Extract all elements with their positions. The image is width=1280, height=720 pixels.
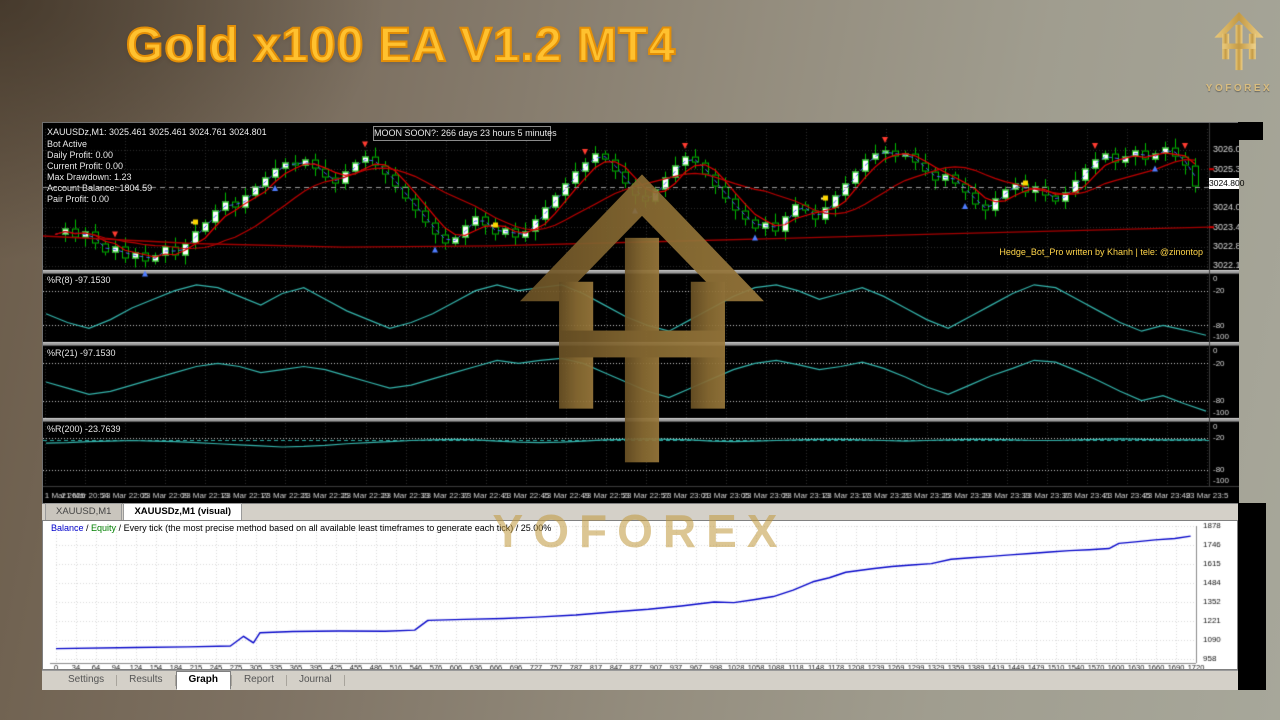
tab-graph[interactable]: Graph bbox=[175, 671, 231, 690]
graph-header: Balance / Equity / Every tick (the most … bbox=[51, 523, 551, 533]
wpr200-label: %R(200) -23.7639 bbox=[47, 424, 121, 434]
header-sep: / bbox=[116, 523, 124, 533]
chart-tab-strip: XAUUSD,M1 XAUUSDz,M1 (visual) bbox=[42, 503, 1238, 520]
header-sep: / bbox=[83, 523, 92, 533]
wpr8-label: %R(8) -97.1530 bbox=[47, 275, 111, 285]
yoforex-logo: YOFOREX bbox=[1203, 12, 1275, 94]
current-price-tag: 3024.800 bbox=[1209, 178, 1245, 189]
model-quality: 25.00% bbox=[520, 523, 552, 533]
ea-credit-text: Hedge_Bot_Pro written by Khanh | tele: @… bbox=[999, 247, 1203, 257]
yoforex-arrow-icon bbox=[1214, 12, 1264, 71]
max-drawdown-line: Max Drawdown: 1.23 bbox=[47, 172, 132, 182]
backtest-graph-panel: Balance / Equity / Every tick (the most … bbox=[42, 520, 1238, 670]
window-right-margin bbox=[1238, 503, 1266, 690]
account-balance-line: Account Balance: 1804.59 bbox=[47, 183, 153, 193]
yoforex-logo-text: YOFOREX bbox=[1205, 83, 1273, 94]
header-sep: / bbox=[513, 523, 521, 533]
page-title: Gold x100 EA V1.2 MT4 bbox=[125, 18, 677, 73]
countdown-banner: MOON SOON?: 266 days 23 hours 5 minutes bbox=[373, 126, 557, 141]
price-chart-canvas[interactable] bbox=[43, 123, 1239, 504]
tab-results[interactable]: Results bbox=[129, 674, 163, 685]
window-corner-fill bbox=[1238, 122, 1263, 140]
tab-separator bbox=[116, 675, 118, 686]
tab-report[interactable]: Report bbox=[243, 674, 274, 685]
wpr21-label: %R(21) -97.1530 bbox=[47, 348, 116, 358]
tab-separator bbox=[343, 675, 345, 686]
tab-xauusdz-m1-visual[interactable]: XAUUSDz,M1 (visual) bbox=[123, 503, 243, 520]
balance-label: Balance bbox=[51, 523, 84, 533]
tab-settings[interactable]: Settings bbox=[68, 674, 105, 685]
tab-xauusd-m1[interactable]: XAUUSD,M1 bbox=[45, 503, 123, 520]
chart-region: XAUUSDz,M1: 3025.461 3025.461 3024.761 3… bbox=[42, 122, 1245, 504]
bot-status-line: Bot Active bbox=[47, 139, 88, 149]
equity-label: Equity bbox=[91, 523, 117, 533]
report-tab-strip: Settings Results Graph Report Journal bbox=[42, 670, 1238, 690]
report-graph-canvas[interactable] bbox=[43, 521, 1237, 669]
tab-journal[interactable]: Journal bbox=[298, 674, 332, 685]
ohlc-readout: XAUUSDz,M1: 3025.461 3025.461 3024.761 3… bbox=[47, 127, 267, 137]
current-profit-line: Current Profit: 0.00 bbox=[47, 161, 124, 171]
mt4-terminal-window: XAUUSDz,M1: 3025.461 3025.461 3024.761 3… bbox=[42, 122, 1245, 690]
tab-separator bbox=[230, 675, 232, 686]
tab-separator bbox=[174, 675, 176, 686]
model-method-text: Every tick (the most precise method base… bbox=[123, 523, 514, 533]
daily-profit-line: Daily Profit: 0.00 bbox=[47, 150, 114, 160]
pair-profit-line: Pair Profit: 0.00 bbox=[47, 194, 110, 204]
tab-separator bbox=[285, 675, 287, 686]
